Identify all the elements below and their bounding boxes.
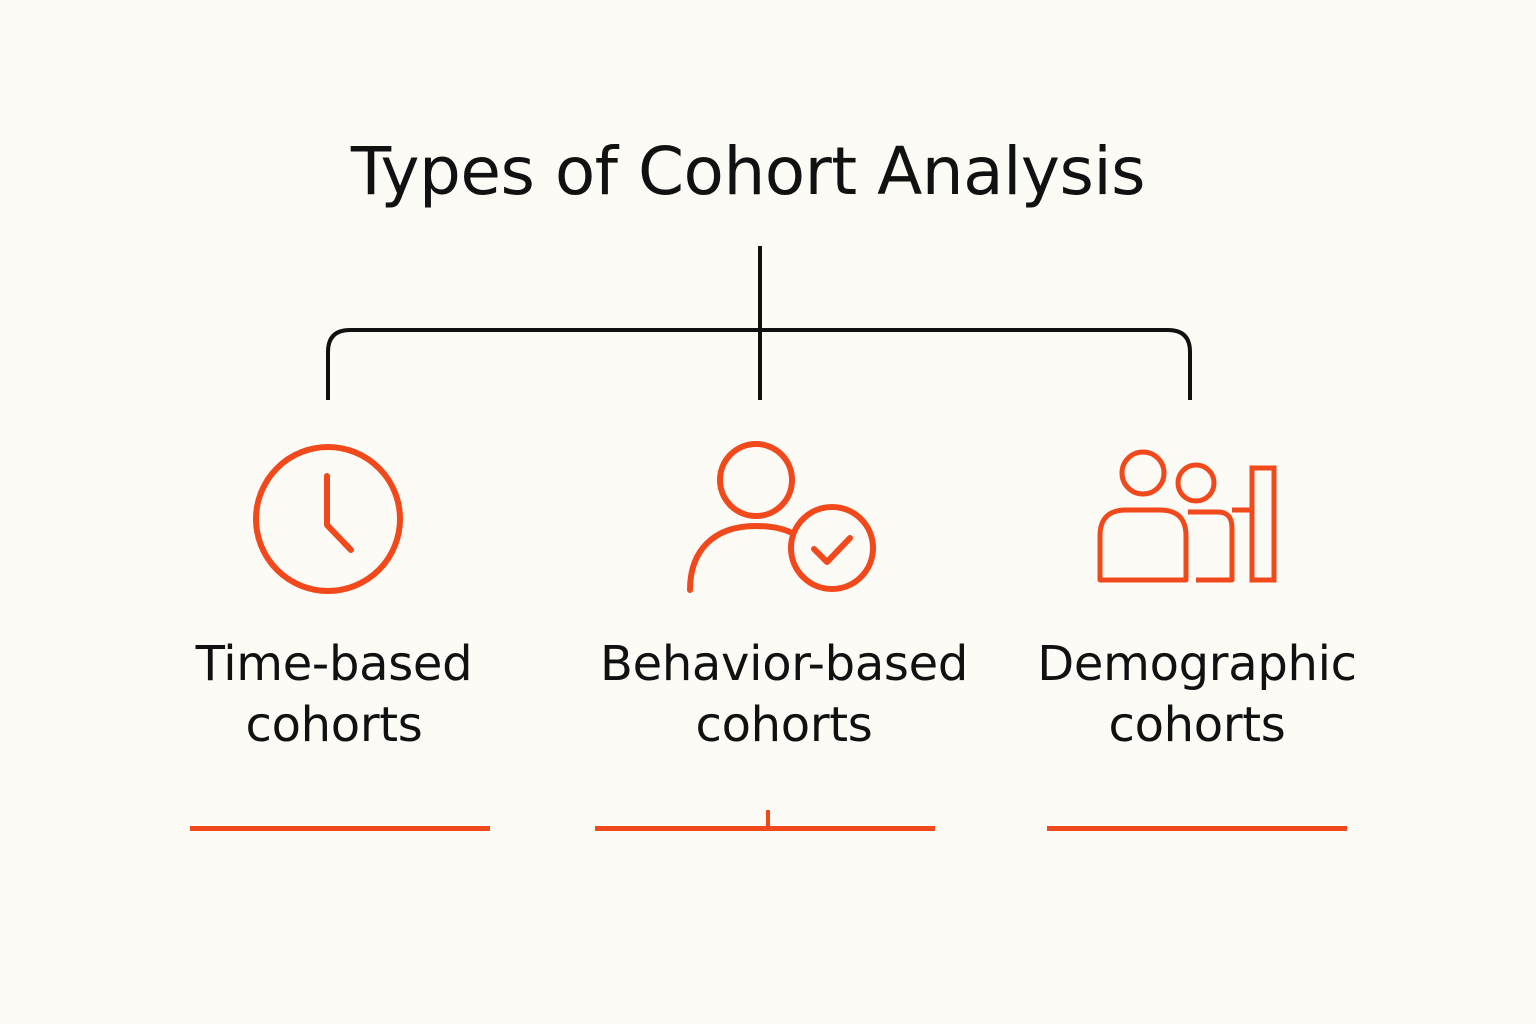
category-label: Time-based cohorts xyxy=(195,636,473,753)
clock-icon xyxy=(253,444,403,594)
category-underline xyxy=(1047,826,1347,831)
category-underline xyxy=(190,826,490,831)
category-label: Demographic cohorts xyxy=(1037,636,1357,753)
group-bar-icon xyxy=(1097,449,1277,583)
user-check-icon xyxy=(687,441,876,593)
diagram-title: Types of Cohort Analysis xyxy=(350,133,1146,210)
category-label: Behavior-based cohorts xyxy=(599,636,969,753)
underline-tick xyxy=(766,810,770,828)
category-underline xyxy=(595,826,935,831)
